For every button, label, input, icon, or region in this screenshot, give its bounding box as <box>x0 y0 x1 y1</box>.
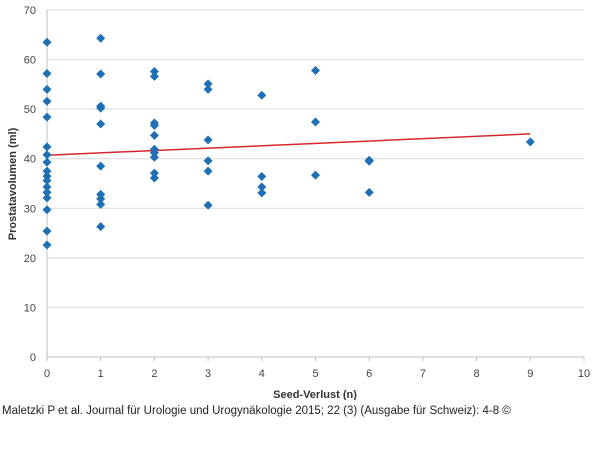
axes <box>46 10 585 361</box>
y-tick-label: 10 <box>24 302 36 314</box>
data-point <box>42 112 52 122</box>
y-tick-label: 0 <box>30 352 36 364</box>
x-tick-labels: 0 1 2 3 4 5 6 7 8 9 10 <box>44 368 590 380</box>
data-point <box>42 142 52 152</box>
data-point <box>364 156 374 166</box>
x-tick-label: 1 <box>98 368 104 380</box>
x-tick-label: 10 <box>578 368 590 380</box>
data-point <box>149 173 159 183</box>
data-point <box>96 69 106 79</box>
data-point <box>203 79 213 89</box>
data-point <box>42 193 52 203</box>
data-point <box>203 156 213 166</box>
data-point <box>203 166 213 176</box>
y-tick-label: 40 <box>24 154 36 166</box>
data-point <box>203 200 213 210</box>
x-tick-label: 3 <box>205 368 211 380</box>
data-point <box>96 119 106 129</box>
data-point <box>96 222 106 232</box>
data-point <box>311 65 320 75</box>
data-point <box>311 117 320 127</box>
x-tick-label: 2 <box>151 368 157 380</box>
trendline-layer <box>46 133 531 156</box>
x-tick-label: 8 <box>474 368 480 380</box>
gridlines <box>47 9 584 308</box>
data-point <box>203 135 213 145</box>
data-point <box>42 96 52 106</box>
x-axis-label: Seed-Verlust (n) <box>273 389 357 400</box>
scatter-chart: 0 10 20 30 40 50 60 70 0 1 2 3 4 5 6 7 8 9 10 Seed-Verlus… <box>7 5 590 400</box>
data-point <box>42 166 52 176</box>
data-point <box>149 71 159 81</box>
x-tick-label: 9 <box>527 368 533 380</box>
data-point <box>96 33 106 43</box>
data-point <box>364 187 374 197</box>
data-point <box>203 84 213 94</box>
data-point <box>42 176 52 186</box>
citation-text: Maletzki P et al. Journal für Urologie u… <box>2 405 511 417</box>
data-point <box>42 157 52 167</box>
data-point <box>257 182 267 192</box>
data-point <box>42 182 52 192</box>
data-point <box>525 137 535 147</box>
data-point <box>42 187 52 197</box>
data-point <box>42 68 52 78</box>
data-point <box>257 172 267 182</box>
data-point <box>96 103 106 113</box>
y-tick-label: 60 <box>24 55 36 67</box>
data-point <box>42 84 52 94</box>
y-tick-label: 50 <box>24 104 36 116</box>
x-tick-label: 7 <box>420 368 426 380</box>
data-point <box>42 150 52 160</box>
y-axis-label: Prostatavolumen (ml) <box>7 127 19 240</box>
y-tick-label: 30 <box>24 203 36 215</box>
data-point <box>42 205 52 215</box>
data-points <box>42 33 535 250</box>
y-tick-label: 70 <box>24 5 36 17</box>
data-point <box>149 130 159 140</box>
data-point <box>149 66 159 76</box>
data-point <box>149 152 159 162</box>
x-tick-label: 6 <box>366 368 372 380</box>
y-tick-label: 20 <box>24 253 36 265</box>
data-point <box>96 199 106 209</box>
data-point <box>42 240 52 250</box>
x-tick-label: 4 <box>259 368 265 380</box>
data-point <box>149 121 159 131</box>
trendline <box>46 133 531 156</box>
x-tick-label: 5 <box>312 368 318 380</box>
data-point <box>257 188 267 198</box>
data-point <box>42 37 52 47</box>
data-point <box>311 170 320 180</box>
data-point <box>257 90 267 100</box>
x-tick-label: 0 <box>44 368 50 380</box>
data-point <box>96 161 106 171</box>
data-point <box>96 194 106 204</box>
data-point <box>149 168 159 178</box>
data-point <box>42 226 52 236</box>
y-tick-labels: 0 10 20 30 40 50 60 70 <box>24 5 36 364</box>
